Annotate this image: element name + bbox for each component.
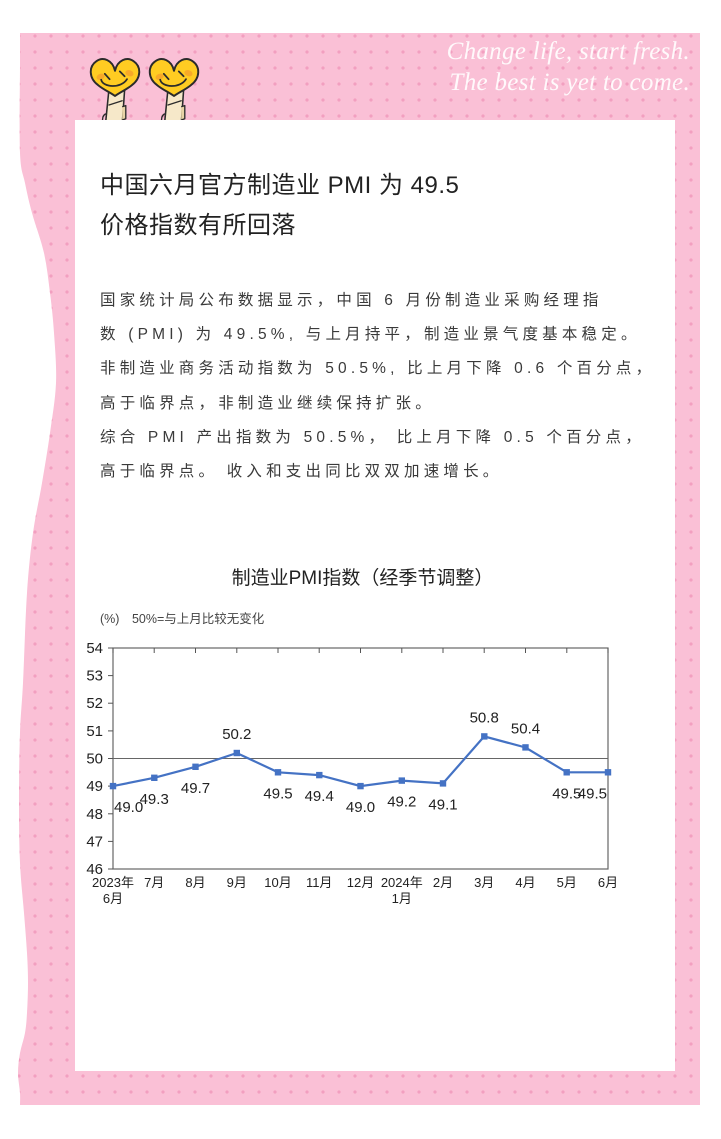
svg-text:52: 52 <box>86 695 103 712</box>
svg-text:49.2: 49.2 <box>387 794 416 811</box>
svg-text:11月: 11月 <box>306 875 333 890</box>
svg-text:49: 49 <box>86 778 103 795</box>
svg-text:3月: 3月 <box>474 875 494 890</box>
svg-text:2024年: 2024年 <box>381 875 423 890</box>
svg-text:49.1: 49.1 <box>428 796 457 813</box>
svg-text:5月: 5月 <box>557 875 577 890</box>
svg-text:8月: 8月 <box>185 875 205 890</box>
svg-text:2月: 2月 <box>433 875 453 890</box>
svg-text:48: 48 <box>86 806 103 823</box>
svg-text:1月: 1月 <box>392 891 412 906</box>
svg-text:6月: 6月 <box>598 875 618 890</box>
svg-text:12月: 12月 <box>347 875 374 890</box>
svg-text:2023年: 2023年 <box>92 875 134 890</box>
svg-text:49.5: 49.5 <box>263 785 292 802</box>
svg-text:50.4: 50.4 <box>511 721 540 738</box>
svg-text:7月: 7月 <box>144 875 164 890</box>
svg-text:53: 53 <box>86 668 103 685</box>
svg-text:49.7: 49.7 <box>181 780 210 797</box>
svg-text:49.4: 49.4 <box>305 788 334 805</box>
svg-text:49.0: 49.0 <box>346 799 375 816</box>
svg-text:49.5: 49.5 <box>578 785 607 802</box>
svg-text:50: 50 <box>86 751 103 768</box>
svg-text:10月: 10月 <box>264 875 291 890</box>
svg-text:50.2: 50.2 <box>222 726 251 743</box>
svg-text:50.8: 50.8 <box>470 709 499 726</box>
svg-text:51: 51 <box>86 723 103 740</box>
svg-text:54: 54 <box>86 640 103 657</box>
svg-text:9月: 9月 <box>227 875 247 890</box>
svg-text:49.3: 49.3 <box>140 791 169 808</box>
svg-text:6月: 6月 <box>103 891 123 906</box>
svg-text:4月: 4月 <box>515 875 535 890</box>
svg-text:47: 47 <box>86 833 103 850</box>
